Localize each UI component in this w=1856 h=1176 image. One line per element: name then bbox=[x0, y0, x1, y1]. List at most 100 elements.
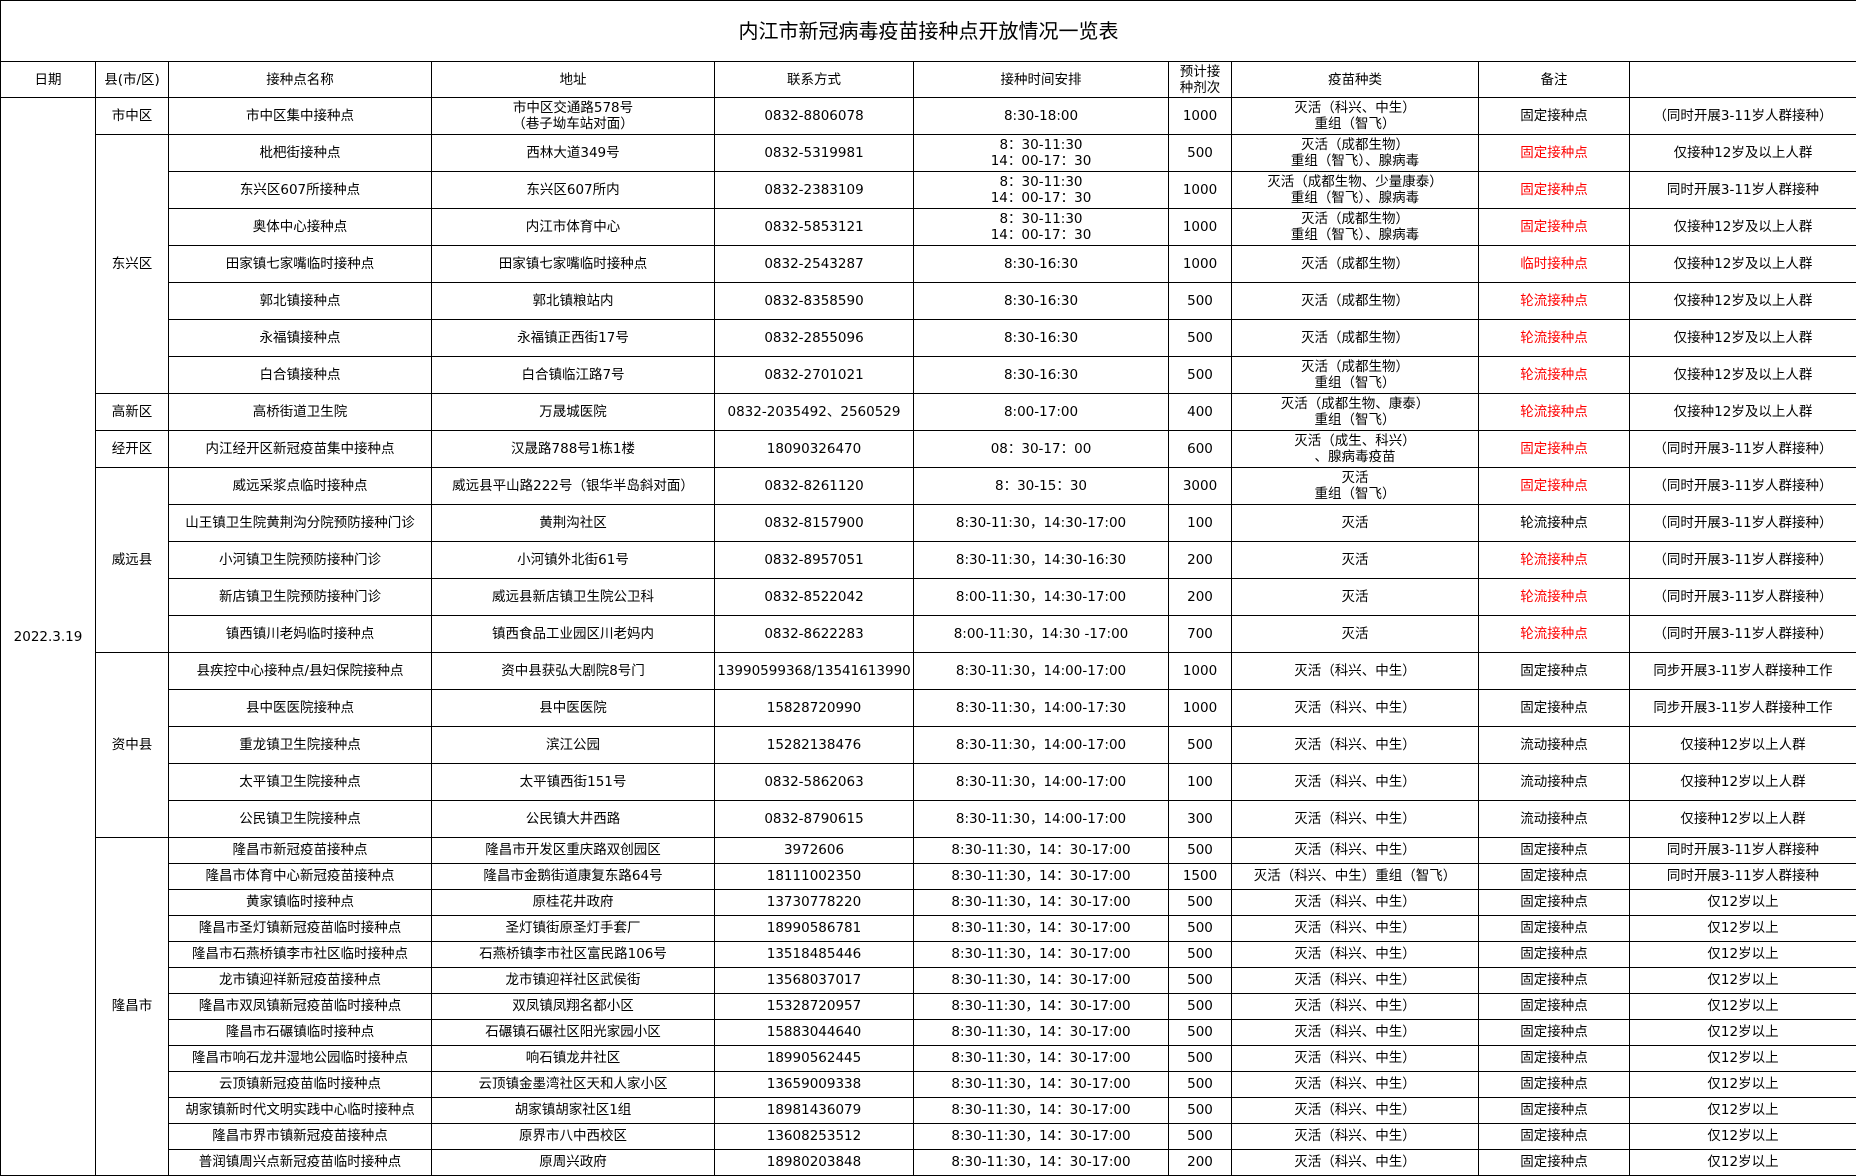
vaccine-cell: 灭活（科兴、中生） bbox=[1232, 727, 1479, 764]
time-cell: 8:00-11:30，14:30 -17:00 bbox=[914, 616, 1169, 653]
address-cell: 原周兴政府 bbox=[432, 1150, 715, 1176]
type-cell: 固定接种点 bbox=[1479, 994, 1630, 1020]
time-cell: 8:00-17:00 bbox=[914, 394, 1169, 431]
phone-cell: 13659009338 bbox=[715, 1072, 914, 1098]
address-cell: 滨江公园 bbox=[432, 727, 715, 764]
type-cell: 流动接种点 bbox=[1479, 801, 1630, 838]
vaccine-cell: 灭活（成都生物） 重组（智飞）、腺病毒 bbox=[1232, 209, 1479, 246]
header-cell: 日期 bbox=[1, 62, 96, 98]
note-cell: 同步开展3-11岁人群接种工作 bbox=[1630, 690, 1856, 727]
time-cell: 8:30-16:30 bbox=[914, 246, 1169, 283]
note-cell: 仅12岁以上 bbox=[1630, 1098, 1856, 1124]
phone-cell: 0832-8957051 bbox=[715, 542, 914, 579]
doses-cell: 100 bbox=[1169, 764, 1232, 801]
address-cell: 白合镇临江路7号 bbox=[432, 357, 715, 394]
address-cell: 永福镇正西街17号 bbox=[432, 320, 715, 357]
vaccine-cell: 灭活 bbox=[1232, 542, 1479, 579]
phone-cell: 15883044640 bbox=[715, 1020, 914, 1046]
name-cell: 隆昌市石碾镇临时接种点 bbox=[169, 1020, 432, 1046]
doses-cell: 1000 bbox=[1169, 172, 1232, 209]
note-cell: 仅接种12岁及以上人群 bbox=[1630, 357, 1856, 394]
address-cell: 石燕桥镇李市社区富民路106号 bbox=[432, 942, 715, 968]
time-cell: 08：30-17：00 bbox=[914, 431, 1169, 468]
note-cell: 仅12岁以上 bbox=[1630, 968, 1856, 994]
time-cell: 8:30-11:30，14:30-16:30 bbox=[914, 542, 1169, 579]
doses-cell: 200 bbox=[1169, 1150, 1232, 1176]
doses-cell: 1500 bbox=[1169, 864, 1232, 890]
vaccine-cell: 灭活（成都生物） 重组（智飞） bbox=[1232, 357, 1479, 394]
note-cell: 同时开展3-11岁人群接种 bbox=[1630, 864, 1856, 890]
type-cell: 固定接种点 bbox=[1479, 1124, 1630, 1150]
phone-cell: 0832-8522042 bbox=[715, 579, 914, 616]
type-cell: 固定接种点 bbox=[1479, 653, 1630, 690]
time-cell: 8:30-11:30，14:00-17:00 bbox=[914, 727, 1169, 764]
address-cell: 石碾镇石碾社区阳光家园小区 bbox=[432, 1020, 715, 1046]
type-cell: 轮流接种点 bbox=[1479, 394, 1630, 431]
address-cell: 胡家镇胡家社区1组 bbox=[432, 1098, 715, 1124]
name-cell: 龙市镇迎祥新冠疫苗接种点 bbox=[169, 968, 432, 994]
type-cell: 固定接种点 bbox=[1479, 1072, 1630, 1098]
vaccine-cell: 灭活（科兴、中生） bbox=[1232, 994, 1479, 1020]
note-cell: 仅接种12岁以上人群 bbox=[1630, 727, 1856, 764]
type-cell: 固定接种点 bbox=[1479, 690, 1630, 727]
vaccine-cell: 灭活（科兴、中生） bbox=[1232, 916, 1479, 942]
header-cell: 备注 bbox=[1479, 62, 1630, 98]
doses-cell: 600 bbox=[1169, 431, 1232, 468]
district-cell: 威远县 bbox=[96, 468, 169, 653]
doses-cell: 1000 bbox=[1169, 209, 1232, 246]
vaccine-cell: 灭活（科兴、中生）重组（智飞） bbox=[1232, 864, 1479, 890]
type-cell: 固定接种点 bbox=[1479, 98, 1630, 135]
time-cell: 8:30-11:30，14：30-17:00 bbox=[914, 968, 1169, 994]
address-cell: 内江市体育中心 bbox=[432, 209, 715, 246]
doses-cell: 500 bbox=[1169, 994, 1232, 1020]
doses-cell: 500 bbox=[1169, 135, 1232, 172]
phone-cell: 3972606 bbox=[715, 838, 914, 864]
header-cell bbox=[1630, 62, 1856, 98]
time-cell: 8:30-11:30，14：30-17:00 bbox=[914, 994, 1169, 1020]
phone-cell: 13518485446 bbox=[715, 942, 914, 968]
time-cell: 8:30-11:30，14:00-17:00 bbox=[914, 801, 1169, 838]
doses-cell: 500 bbox=[1169, 1098, 1232, 1124]
name-cell: 重龙镇卫生院接种点 bbox=[169, 727, 432, 764]
address-cell: 万晟城医院 bbox=[432, 394, 715, 431]
phone-cell: 0832-8261120 bbox=[715, 468, 914, 505]
address-cell: 市中区交通路578号 （巷子坳车站对面） bbox=[432, 98, 715, 135]
address-cell: 隆昌市金鹅街道康复东路64号 bbox=[432, 864, 715, 890]
address-cell: 资中县获弘大剧院8号门 bbox=[432, 653, 715, 690]
doses-cell: 500 bbox=[1169, 320, 1232, 357]
address-cell: 公民镇大井西路 bbox=[432, 801, 715, 838]
type-cell: 固定接种点 bbox=[1479, 864, 1630, 890]
note-cell: （同时开展3-11岁人群接种） bbox=[1630, 431, 1856, 468]
name-cell: 隆昌市双凤镇新冠疫苗临时接种点 bbox=[169, 994, 432, 1020]
doses-cell: 500 bbox=[1169, 916, 1232, 942]
name-cell: 白合镇接种点 bbox=[169, 357, 432, 394]
doses-cell: 400 bbox=[1169, 394, 1232, 431]
vaccine-cell: 灭活 bbox=[1232, 616, 1479, 653]
time-cell: 8：30-15：30 bbox=[914, 468, 1169, 505]
vaccine-cell: 灭活（成都生物） bbox=[1232, 283, 1479, 320]
doses-cell: 500 bbox=[1169, 942, 1232, 968]
vaccine-cell: 灭活（科兴、中生） bbox=[1232, 690, 1479, 727]
time-cell: 8:30-11:30，14：30-17:00 bbox=[914, 1046, 1169, 1072]
note-cell: （同时开展3-11岁人群接种） bbox=[1630, 579, 1856, 616]
vaccine-cell: 灭活（科兴、中生） bbox=[1232, 1124, 1479, 1150]
type-cell: 轮流接种点 bbox=[1479, 505, 1630, 542]
name-cell: 云顶镇新冠疫苗临时接种点 bbox=[169, 1072, 432, 1098]
address-cell: 云顶镇金墨湾社区天和人家小区 bbox=[432, 1072, 715, 1098]
district-cell: 高新区 bbox=[96, 394, 169, 431]
header-cell: 接种时间安排 bbox=[914, 62, 1169, 98]
vaccine-cell: 灭活（成都生物） bbox=[1232, 246, 1479, 283]
type-cell: 流动接种点 bbox=[1479, 764, 1630, 801]
phone-cell: 18990562445 bbox=[715, 1046, 914, 1072]
